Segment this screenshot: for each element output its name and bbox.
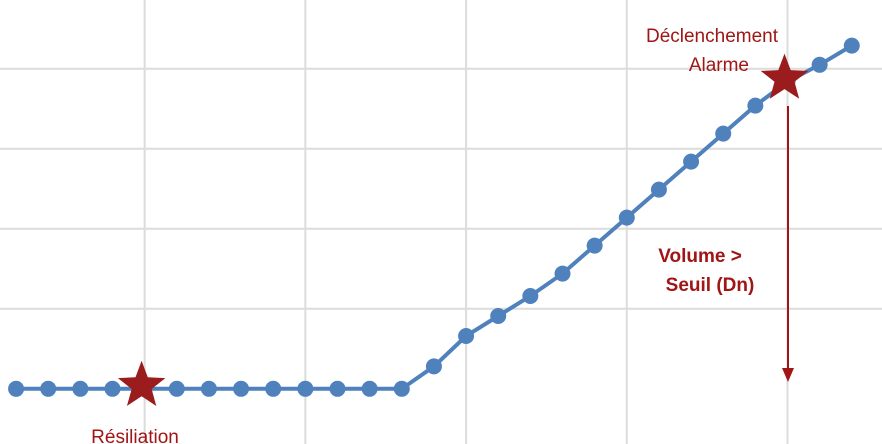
data-point (715, 125, 732, 142)
data-point (361, 380, 378, 397)
data-point (490, 308, 507, 324)
data-point (393, 380, 410, 397)
start-label: Résiliation (91, 427, 179, 444)
event-star (760, 53, 809, 99)
data-point (425, 358, 442, 375)
data-point (297, 380, 314, 397)
data-point (8, 380, 25, 397)
event-star (117, 360, 166, 406)
data-point (233, 380, 250, 397)
arrow-head (782, 368, 794, 382)
data-point (168, 380, 185, 397)
data-point (683, 153, 700, 170)
data-point (811, 56, 828, 73)
data-point (747, 97, 764, 114)
data-point (265, 380, 282, 397)
gap-label: Volume > (658, 246, 742, 267)
data-point (522, 288, 539, 304)
data-point (40, 380, 57, 397)
alarm-label: Déclenchement (646, 26, 779, 47)
data-point (618, 209, 635, 226)
gap-label: Seuil (Dn) (666, 275, 755, 296)
data-point (200, 380, 217, 397)
series-line (16, 43, 853, 391)
data-point (104, 380, 121, 397)
data-point (458, 328, 475, 344)
data-point (329, 380, 346, 397)
data-point (843, 37, 860, 54)
data-point (650, 181, 667, 198)
data-point (554, 265, 571, 282)
alarm-label: Alarme (689, 55, 749, 76)
data-point (586, 237, 603, 254)
data-point (72, 380, 89, 397)
